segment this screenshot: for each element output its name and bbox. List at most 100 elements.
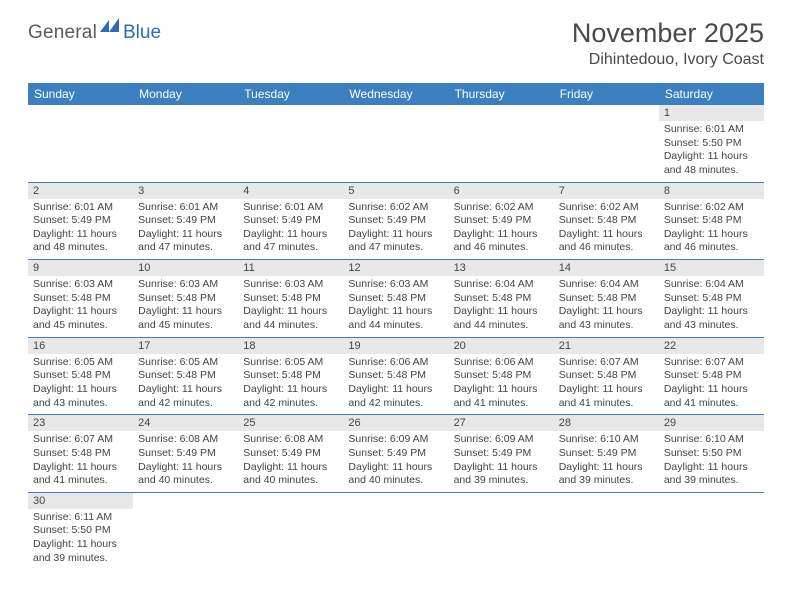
calendar-cell (238, 105, 343, 182)
day-number: 29 (659, 415, 764, 431)
day-details: Sunrise: 6:04 AMSunset: 5:48 PMDaylight:… (449, 276, 554, 337)
day-details: Sunrise: 6:05 AMSunset: 5:48 PMDaylight:… (28, 354, 133, 415)
detail-line: Daylight: 11 hours (33, 228, 128, 242)
detail-line: Sunrise: 6:03 AM (243, 278, 338, 292)
detail-line: Sunrise: 6:05 AM (33, 356, 128, 370)
detail-line: Sunset: 5:48 PM (348, 292, 443, 306)
calendar-cell: 17Sunrise: 6:05 AMSunset: 5:48 PMDayligh… (133, 337, 238, 415)
day-details: Sunrise: 6:09 AMSunset: 5:49 PMDaylight:… (449, 431, 554, 492)
day-details: Sunrise: 6:06 AMSunset: 5:48 PMDaylight:… (449, 354, 554, 415)
detail-line: Daylight: 11 hours (664, 383, 759, 397)
day-number: 8 (659, 183, 764, 199)
detail-line: and 44 minutes. (243, 319, 338, 333)
detail-line: Daylight: 11 hours (454, 461, 549, 475)
day-number: 18 (238, 338, 343, 354)
day-details: Sunrise: 6:09 AMSunset: 5:49 PMDaylight:… (343, 431, 448, 492)
calendar-cell: 6Sunrise: 6:02 AMSunset: 5:49 PMDaylight… (449, 182, 554, 260)
detail-line: Sunrise: 6:09 AM (348, 433, 443, 447)
calendar-cell: 30Sunrise: 6:11 AMSunset: 5:50 PMDayligh… (28, 492, 133, 569)
detail-line: Sunset: 5:49 PM (348, 447, 443, 461)
logo-word-2: Blue (123, 22, 161, 44)
day-number: 26 (343, 415, 448, 431)
detail-line: Daylight: 11 hours (454, 383, 549, 397)
calendar-cell: 25Sunrise: 6:08 AMSunset: 5:49 PMDayligh… (238, 415, 343, 493)
detail-line: Sunset: 5:49 PM (559, 447, 654, 461)
detail-line: and 46 minutes. (559, 241, 654, 255)
detail-line: Daylight: 11 hours (33, 538, 128, 552)
day-details: Sunrise: 6:07 AMSunset: 5:48 PMDaylight:… (659, 354, 764, 415)
day-details: Sunrise: 6:11 AMSunset: 5:50 PMDaylight:… (28, 509, 133, 570)
weekday-header: Friday (554, 83, 659, 105)
detail-line: and 42 minutes. (138, 397, 233, 411)
detail-line: Daylight: 11 hours (243, 383, 338, 397)
detail-line: and 41 minutes. (559, 397, 654, 411)
calendar-cell (449, 105, 554, 182)
detail-line: Sunset: 5:49 PM (454, 447, 549, 461)
detail-line: and 45 minutes. (33, 319, 128, 333)
calendar-week-row: 2Sunrise: 6:01 AMSunset: 5:49 PMDaylight… (28, 182, 764, 260)
calendar-cell: 14Sunrise: 6:04 AMSunset: 5:48 PMDayligh… (554, 260, 659, 338)
day-number: 16 (28, 338, 133, 354)
day-details: Sunrise: 6:03 AMSunset: 5:48 PMDaylight:… (343, 276, 448, 337)
day-number: 1 (659, 105, 764, 121)
detail-line: Sunrise: 6:01 AM (243, 201, 338, 215)
weekday-header-row: Sunday Monday Tuesday Wednesday Thursday… (28, 83, 764, 105)
detail-line: Sunset: 5:49 PM (243, 214, 338, 228)
detail-line: Daylight: 11 hours (559, 461, 654, 475)
detail-line: Daylight: 11 hours (138, 228, 233, 242)
calendar-week-row: 23Sunrise: 6:07 AMSunset: 5:48 PMDayligh… (28, 415, 764, 493)
calendar-cell (133, 492, 238, 569)
detail-line: Daylight: 11 hours (33, 461, 128, 475)
detail-line: Sunrise: 6:08 AM (138, 433, 233, 447)
detail-line: Sunset: 5:49 PM (138, 214, 233, 228)
detail-line: Daylight: 11 hours (243, 228, 338, 242)
day-details: Sunrise: 6:10 AMSunset: 5:50 PMDaylight:… (659, 431, 764, 492)
day-number: 10 (133, 260, 238, 276)
calendar-cell: 4Sunrise: 6:01 AMSunset: 5:49 PMDaylight… (238, 182, 343, 260)
day-details: Sunrise: 6:01 AMSunset: 5:49 PMDaylight:… (133, 199, 238, 260)
calendar-cell: 12Sunrise: 6:03 AMSunset: 5:48 PMDayligh… (343, 260, 448, 338)
day-details: Sunrise: 6:03 AMSunset: 5:48 PMDaylight:… (133, 276, 238, 337)
detail-line: Sunset: 5:48 PM (243, 369, 338, 383)
detail-line: and 47 minutes. (138, 241, 233, 255)
detail-line: and 46 minutes. (454, 241, 549, 255)
day-details: Sunrise: 6:05 AMSunset: 5:48 PMDaylight:… (238, 354, 343, 415)
day-number: 15 (659, 260, 764, 276)
detail-line: Sunrise: 6:07 AM (559, 356, 654, 370)
detail-line: Daylight: 11 hours (664, 228, 759, 242)
day-number: 28 (554, 415, 659, 431)
detail-line: Sunrise: 6:02 AM (559, 201, 654, 215)
calendar-cell: 16Sunrise: 6:05 AMSunset: 5:48 PMDayligh… (28, 337, 133, 415)
detail-line: and 44 minutes. (348, 319, 443, 333)
detail-line: and 43 minutes. (33, 397, 128, 411)
detail-line: and 45 minutes. (138, 319, 233, 333)
detail-line: Sunset: 5:48 PM (454, 369, 549, 383)
location: Dihintedouo, Ivory Coast (572, 51, 764, 69)
day-number: 17 (133, 338, 238, 354)
detail-line: Daylight: 11 hours (454, 305, 549, 319)
calendar-cell: 15Sunrise: 6:04 AMSunset: 5:48 PMDayligh… (659, 260, 764, 338)
day-details: Sunrise: 6:08 AMSunset: 5:49 PMDaylight:… (133, 431, 238, 492)
detail-line: Sunrise: 6:05 AM (243, 356, 338, 370)
day-number: 25 (238, 415, 343, 431)
detail-line: Daylight: 11 hours (559, 228, 654, 242)
detail-line: Daylight: 11 hours (138, 461, 233, 475)
detail-line: Daylight: 11 hours (664, 150, 759, 164)
day-details: Sunrise: 6:03 AMSunset: 5:48 PMDaylight:… (28, 276, 133, 337)
calendar-cell (343, 105, 448, 182)
day-number: 20 (449, 338, 554, 354)
detail-line: Sunrise: 6:02 AM (664, 201, 759, 215)
day-details: Sunrise: 6:02 AMSunset: 5:48 PMDaylight:… (554, 199, 659, 260)
calendar-cell: 20Sunrise: 6:06 AMSunset: 5:48 PMDayligh… (449, 337, 554, 415)
detail-line: Sunset: 5:48 PM (33, 369, 128, 383)
detail-line: and 42 minutes. (243, 397, 338, 411)
detail-line: Sunset: 5:50 PM (664, 137, 759, 151)
detail-line: Sunset: 5:48 PM (559, 369, 654, 383)
detail-line: Daylight: 11 hours (664, 461, 759, 475)
day-number: 22 (659, 338, 764, 354)
calendar-cell: 5Sunrise: 6:02 AMSunset: 5:49 PMDaylight… (343, 182, 448, 260)
calendar-cell: 21Sunrise: 6:07 AMSunset: 5:48 PMDayligh… (554, 337, 659, 415)
detail-line: Daylight: 11 hours (33, 305, 128, 319)
day-details: Sunrise: 6:05 AMSunset: 5:48 PMDaylight:… (133, 354, 238, 415)
detail-line: Sunset: 5:48 PM (559, 292, 654, 306)
